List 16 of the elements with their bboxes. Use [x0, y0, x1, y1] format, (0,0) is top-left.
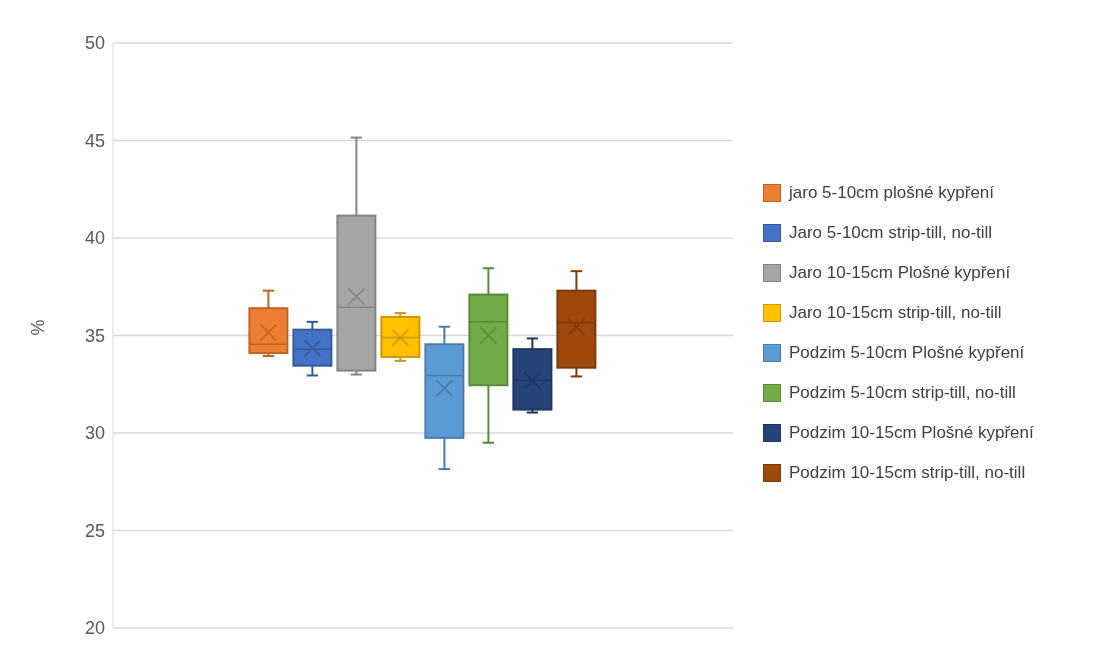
legend-label: Podzim 10-15cm Plošné kypření	[789, 423, 1034, 443]
legend-label: Jaro 5-10cm strip-till, no-till	[789, 223, 993, 243]
y-tick-label: 30	[84, 423, 105, 444]
y-tick-label: 50	[84, 33, 105, 54]
legend-label: Jaro 10-15cm Plošné kypření	[789, 263, 1011, 283]
y-axis-title: %	[28, 319, 49, 336]
legend-label: Jaro 10-15cm strip-till, no-till	[789, 303, 1002, 323]
y-tick-label: 35	[84, 325, 105, 346]
y-tick-label: 20	[84, 618, 105, 639]
legend-label: jaro 5-10cm plošné kypření	[789, 183, 995, 203]
legend-label: Podzim 5-10cm Plošné kypření	[789, 343, 1025, 363]
legend-label: Podzim 10-15cm strip-till, no-till	[789, 463, 1026, 483]
legend-label: Podzim 5-10cm strip-till, no-till	[789, 383, 1016, 403]
y-tick-label: 25	[84, 520, 105, 541]
y-tick-label: 45	[84, 130, 105, 151]
y-tick-label: 40	[84, 228, 105, 249]
